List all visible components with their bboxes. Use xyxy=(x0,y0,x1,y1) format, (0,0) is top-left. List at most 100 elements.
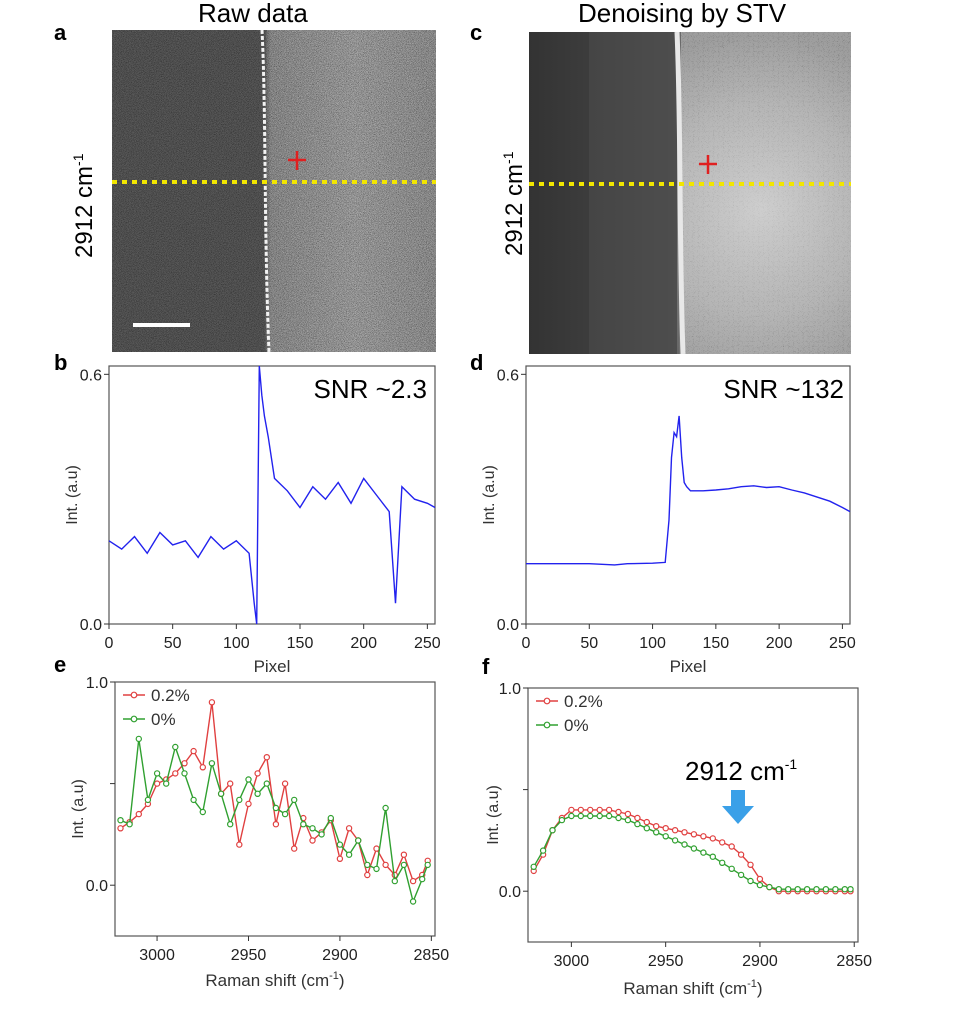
data-point-f-0% xyxy=(681,841,688,848)
y-tick-label-e: 1.0 xyxy=(86,675,108,692)
chart-f-frame xyxy=(527,687,859,943)
data-point-f-0.2% xyxy=(756,875,764,883)
data-point-e-0.2% xyxy=(364,871,371,879)
data-point-e-0.2% xyxy=(409,877,417,885)
data-point-f-0.2% xyxy=(643,818,650,826)
data-point-e-0.2% xyxy=(254,770,261,777)
data-point-e-0.2% xyxy=(336,855,344,862)
x-tick-label-f: 2900 xyxy=(742,953,778,970)
series-line-f-0% xyxy=(533,815,851,890)
data-point-e-0% xyxy=(172,743,179,751)
data-point-f-0% xyxy=(596,812,603,820)
image-a-raw xyxy=(112,30,436,352)
data-point-f-0% xyxy=(737,871,745,879)
x-axis-label-b: Pixel xyxy=(254,657,291,676)
series-line-e-0.2% xyxy=(120,702,429,883)
x-tick-label-e: 2850 xyxy=(414,947,450,964)
data-point-f-0% xyxy=(568,812,575,820)
data-point-e-0% xyxy=(135,735,143,743)
data-point-e-0.2% xyxy=(190,747,197,755)
data-point-f-0.2% xyxy=(568,806,575,814)
y-tick-label-d: 0.6 xyxy=(497,367,519,384)
data-point-e-0.2% xyxy=(172,770,179,777)
data-point-e-0% xyxy=(236,796,243,804)
data-point-e-0.2% xyxy=(400,851,408,858)
y-axis-label-b: Int. (a.u) xyxy=(64,465,81,525)
data-point-f-0.2% xyxy=(586,806,594,814)
data-point-e-0% xyxy=(181,770,188,777)
title-raw-data: Raw data xyxy=(198,0,308,28)
data-point-f-0% xyxy=(615,814,622,822)
legend-label-e: 0% xyxy=(151,710,176,729)
data-point-e-0% xyxy=(144,796,152,804)
chart-f-arrow xyxy=(722,790,754,824)
y-tick-label-d: 0.0 xyxy=(497,617,519,634)
data-point-e-0% xyxy=(281,810,289,818)
data-point-f-0% xyxy=(539,847,547,854)
panel-label-d: d xyxy=(470,350,484,375)
data-point-f-0.2% xyxy=(634,814,641,822)
data-point-e-0% xyxy=(217,790,225,798)
data-point-e-0% xyxy=(409,898,417,905)
data-point-e-0% xyxy=(117,816,124,824)
series-line-d-denoised profile xyxy=(526,415,851,566)
image-a-boundary xyxy=(260,30,271,352)
legend-marker-e xyxy=(130,691,138,699)
data-point-f-0% xyxy=(530,863,537,870)
data-point-e-0% xyxy=(327,814,334,822)
panel-label-f: f xyxy=(482,654,490,679)
title-denoising: Denoising by STV xyxy=(578,0,787,28)
data-point-f-0.2% xyxy=(728,843,735,850)
x-tick-label-d: 200 xyxy=(766,635,793,652)
data-point-e-0% xyxy=(208,760,216,767)
data-point-e-0% xyxy=(254,790,261,798)
x-tick-label-d: 100 xyxy=(639,635,666,652)
data-point-f-0.2% xyxy=(690,831,698,838)
image-c-denoised xyxy=(529,32,851,354)
chart-d-snr: SNR ~132 xyxy=(723,374,844,404)
data-point-e-0.2% xyxy=(290,845,298,852)
data-point-e-0% xyxy=(272,804,280,812)
x-tick-label-d: 0 xyxy=(522,635,531,652)
data-point-f-0% xyxy=(690,845,698,852)
data-point-f-0.2% xyxy=(652,822,660,830)
data-point-e-0% xyxy=(355,837,362,844)
data-point-f-0.2% xyxy=(596,806,603,814)
data-point-e-0.2% xyxy=(135,810,143,818)
data-point-f-0% xyxy=(841,885,848,893)
panel-label-e: e xyxy=(54,652,67,677)
data-point-f-0.2% xyxy=(700,833,707,840)
legend-label-f: 0% xyxy=(564,716,589,735)
panel-label-c: c xyxy=(470,20,483,45)
data-point-f-0.2% xyxy=(737,851,745,858)
chart-b-frame xyxy=(108,365,436,625)
data-point-e-0% xyxy=(162,780,170,787)
data-point-e-0.2% xyxy=(345,825,353,832)
legend-marker-f xyxy=(543,721,551,729)
data-point-f-0% xyxy=(586,812,594,820)
data-point-e-0% xyxy=(153,770,161,777)
x-axis-label-e: Raman shift (cm-1) xyxy=(205,970,344,990)
data-point-f-0% xyxy=(775,885,782,893)
x-axis-label-d: Pixel xyxy=(670,657,707,676)
data-point-e-0% xyxy=(199,808,206,816)
legend-marker-f xyxy=(543,697,551,705)
data-point-e-0% xyxy=(226,820,234,828)
data-point-f-0% xyxy=(813,885,820,893)
data-point-e-0.2% xyxy=(382,861,389,869)
data-point-e-0% xyxy=(336,841,344,848)
data-point-e-0% xyxy=(126,820,133,828)
x-tick-label-d: 150 xyxy=(702,635,729,652)
chart-f-annotation: 2912 cm-1 xyxy=(685,756,797,786)
data-point-e-0% xyxy=(345,851,353,858)
data-point-e-0% xyxy=(309,825,316,832)
data-point-f-0.2% xyxy=(671,826,679,834)
x-tick-label-b: 250 xyxy=(414,635,441,652)
data-point-e-0% xyxy=(300,820,307,828)
data-point-f-0% xyxy=(756,881,764,889)
data-point-f-0% xyxy=(671,837,679,844)
data-point-e-0% xyxy=(190,796,197,804)
x-tick-label-f: 2850 xyxy=(836,953,872,970)
data-point-e-0% xyxy=(290,796,298,804)
x-tick-label-b: 0 xyxy=(105,635,114,652)
